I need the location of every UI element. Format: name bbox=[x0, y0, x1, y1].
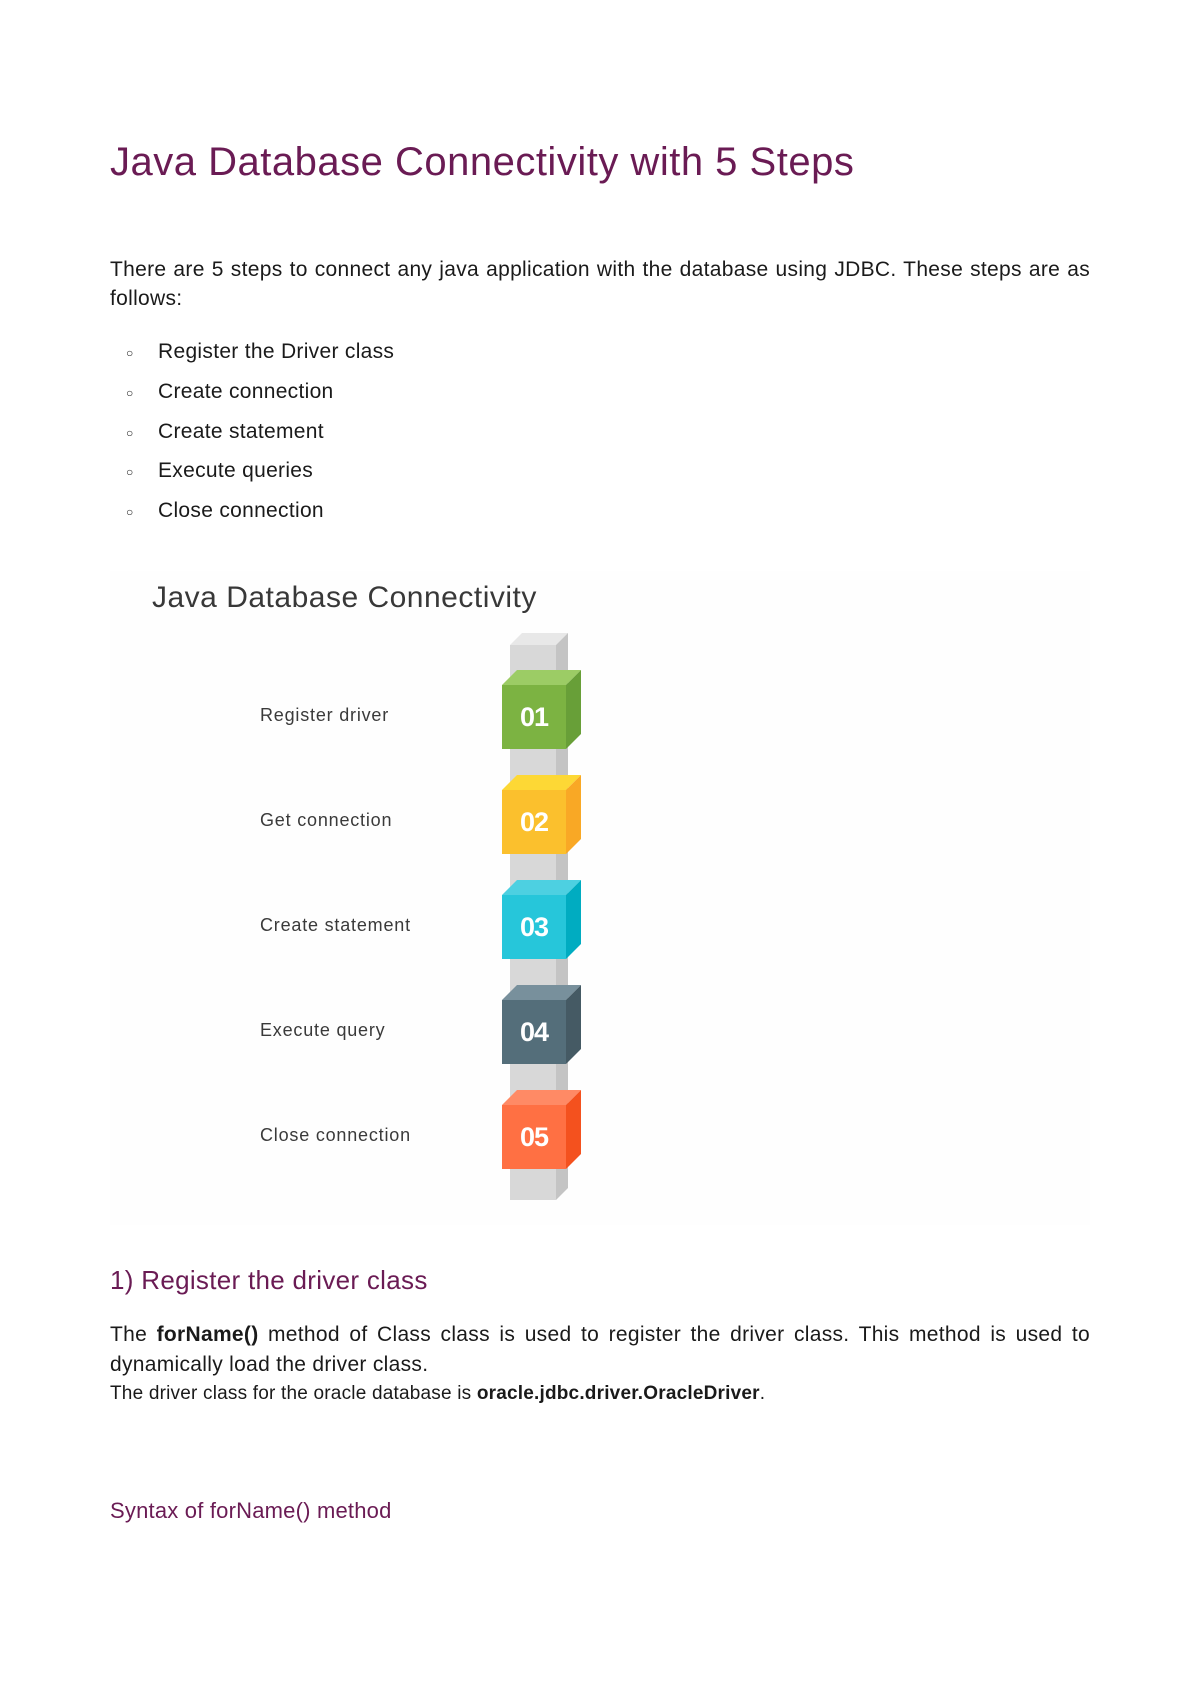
diagram-cube: 02 bbox=[502, 790, 566, 854]
diagram-title: Java Database Connectivity bbox=[152, 581, 1060, 615]
diagram-step-label: Create statement bbox=[260, 915, 411, 936]
cube-number: 04 bbox=[520, 1017, 548, 1048]
section-1-body: The forName() method of Class class is u… bbox=[110, 1320, 1090, 1379]
section-1-note: The driver class for the oracle database… bbox=[110, 1381, 1090, 1408]
cube-front-face: 02 bbox=[502, 790, 566, 854]
list-item: Execute queries bbox=[158, 451, 1090, 491]
cube-number: 03 bbox=[520, 912, 548, 943]
page-title: Java Database Connectivity with 5 Steps bbox=[110, 140, 1090, 185]
diagram: Register driver 01 Get connection 02 Create … bbox=[190, 645, 1060, 1205]
cube-front-face: 04 bbox=[502, 1000, 566, 1064]
diagram-cube: 05 bbox=[502, 1105, 566, 1169]
cube-front-face: 05 bbox=[502, 1105, 566, 1169]
bold-text: forName() bbox=[157, 1323, 259, 1346]
cube-number: 01 bbox=[520, 702, 548, 733]
section-1-title: 1) Register the driver class bbox=[110, 1265, 1090, 1296]
diagram-step-label: Get connection bbox=[260, 810, 392, 831]
cube-number: 02 bbox=[520, 807, 548, 838]
list-item: Create statement bbox=[158, 412, 1090, 452]
list-item: Close connection bbox=[158, 491, 1090, 531]
intro-text: There are 5 steps to connect any java ap… bbox=[110, 255, 1090, 314]
diagram-cube: 01 bbox=[502, 685, 566, 749]
cube-front-face: 01 bbox=[502, 685, 566, 749]
text: . bbox=[760, 1383, 765, 1404]
cube-number: 05 bbox=[520, 1122, 548, 1153]
bold-text: oracle.jdbc.driver.OracleDriver bbox=[477, 1383, 760, 1404]
syntax-heading: Syntax of forName() method bbox=[110, 1498, 1090, 1524]
text: The driver class for the oracle database… bbox=[110, 1383, 477, 1404]
diagram-container: Java Database Connectivity Register driv… bbox=[110, 571, 1090, 1225]
diagram-cube: 03 bbox=[502, 895, 566, 959]
list-item: Register the Driver class bbox=[158, 332, 1090, 372]
text: The bbox=[110, 1323, 157, 1346]
cube-side-face bbox=[566, 670, 581, 749]
cube-front-face: 03 bbox=[502, 895, 566, 959]
steps-bullet-list: Register the Driver classCreate connecti… bbox=[110, 332, 1090, 531]
cube-side-face bbox=[566, 1090, 581, 1169]
diagram-step-label: Close connection bbox=[260, 1125, 411, 1146]
cube-side-face bbox=[566, 985, 581, 1064]
list-item: Create connection bbox=[158, 372, 1090, 412]
diagram-step-label: Execute query bbox=[260, 1020, 385, 1041]
cube-side-face bbox=[566, 880, 581, 959]
diagram-step-label: Register driver bbox=[260, 705, 389, 726]
diagram-cube: 04 bbox=[502, 1000, 566, 1064]
cube-side-face bbox=[566, 775, 581, 854]
